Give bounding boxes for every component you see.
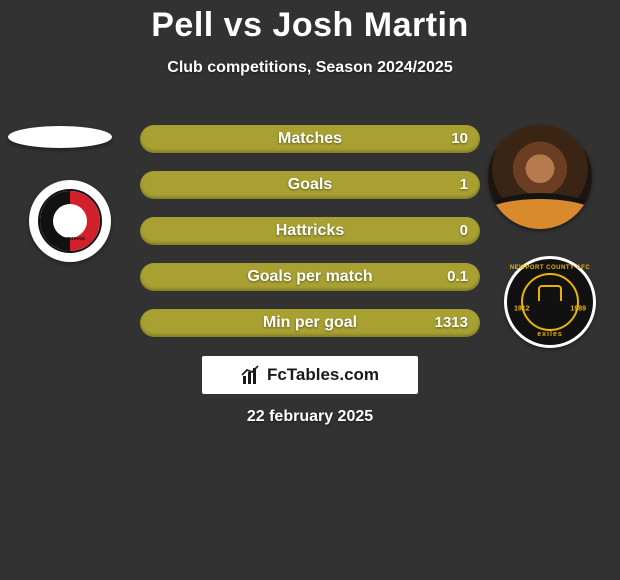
club-badge-bottom-text: exiles <box>507 331 593 338</box>
brand-text: FcTables.com <box>267 365 379 385</box>
castle-icon <box>538 285 562 301</box>
club-badge-top-text: NEWPORT COUNTY AFC <box>507 265 593 271</box>
stat-value: 1313 <box>435 309 468 337</box>
stat-bar-goals: Goals 1 <box>140 171 480 199</box>
page-title: Pell vs Josh Martin <box>0 0 620 45</box>
stats-bars: Matches 10 Goals 1 Hattricks 0 Goals per… <box>140 125 480 355</box>
stat-label: Hattricks <box>140 217 480 245</box>
stat-label: Matches <box>140 125 480 153</box>
club-badge-inner: CHELTENHAM TOWN FC <box>38 189 102 253</box>
bar-chart-icon <box>241 364 263 386</box>
stat-value: 1 <box>460 171 468 199</box>
stat-bar-hattricks: Hattricks 0 <box>140 217 480 245</box>
stat-value: 0.1 <box>447 263 468 291</box>
stat-label: Goals per match <box>140 263 480 291</box>
club-badge-text: CHELTENHAM TOWN FC <box>53 222 87 253</box>
club-year-left: 1912 <box>514 305 530 312</box>
stat-bar-matches: Matches 10 <box>140 125 480 153</box>
date-text: 22 february 2025 <box>0 408 620 426</box>
player-right-photo <box>488 125 592 229</box>
brand-box: FcTables.com <box>202 356 418 394</box>
club-badge-cheltenham: CHELTENHAM TOWN FC <box>29 180 111 262</box>
stat-value: 10 <box>451 125 468 153</box>
stat-bar-mpg: Min per goal 1313 <box>140 309 480 337</box>
stat-label: Min per goal <box>140 309 480 337</box>
club-badge-center: CHELTENHAM TOWN FC <box>53 204 87 238</box>
stat-bar-gpm: Goals per match 0.1 <box>140 263 480 291</box>
page-subtitle: Club competitions, Season 2024/2025 <box>0 59 620 77</box>
stat-label: Goals <box>140 171 480 199</box>
club-year-right: 1989 <box>570 305 586 312</box>
stat-value: 0 <box>460 217 468 245</box>
player-left-placeholder <box>8 126 112 148</box>
club-badge-newport: NEWPORT COUNTY AFC 1912 1989 exiles <box>500 258 600 346</box>
